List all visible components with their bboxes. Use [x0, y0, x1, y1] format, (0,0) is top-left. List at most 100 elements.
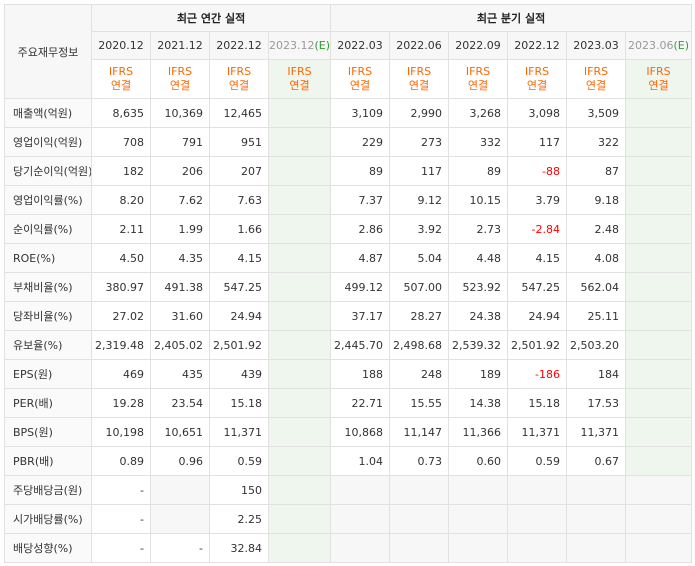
table-cell: 2,498.68 — [389, 330, 450, 360]
table-cell: 3,268 — [448, 98, 509, 128]
row-label: 배당성향(%) — [4, 533, 92, 563]
basis-scope: 연결 — [169, 79, 191, 92]
table-cell: 25.11 — [566, 301, 627, 331]
table-cell: - — [91, 475, 151, 505]
table-cell: 150 — [209, 475, 269, 505]
basis-scope: 연결 — [349, 79, 371, 92]
table-cell: 2,990 — [389, 98, 450, 128]
period-label: 2022.12 — [514, 39, 560, 52]
row-label: 영업이익(억원) — [4, 127, 92, 157]
table-cell: 22.71 — [330, 388, 391, 418]
table-cell: 0.60 — [448, 446, 509, 476]
table-cell — [625, 446, 693, 476]
table-cell: 4.48 — [448, 243, 509, 273]
basis-standard: IFRS — [287, 65, 312, 78]
table-cell: 117 — [389, 156, 450, 186]
table-cell: 15.55 — [389, 388, 450, 418]
table-row: 당기순이익(억원) 182 206 207 89 117 89 -88 87 — [4, 156, 693, 186]
table-cell: 14.38 — [448, 388, 509, 418]
table-cell: 11,147 — [389, 417, 450, 447]
table-cell — [267, 272, 332, 302]
table-row: 당좌비율(%) 27.02 31.60 24.94 37.17 28.27 24.38 24.… — [4, 301, 693, 331]
table-cell: - — [91, 504, 151, 534]
table-cell: 4.87 — [330, 243, 391, 273]
table-row: 영업이익(억원) 708 791 951 229 273 332 117 322 — [4, 127, 693, 157]
table-cell — [625, 272, 693, 302]
basis-scope: 연결 — [467, 79, 489, 92]
table-cell: -88 — [507, 156, 568, 186]
basis-scope: 연결 — [526, 79, 548, 92]
period-label: 2022.12 — [216, 39, 262, 52]
table-row: PER(배) 19.28 23.54 15.18 22.71 15.55 14.38 15.1… — [4, 388, 693, 418]
table-cell: 1.99 — [150, 214, 210, 244]
table-row: 주당배당금(원) - 150 — [4, 475, 693, 505]
accounting-basis-header: IFRS 연결 — [91, 59, 151, 99]
table-row: 시가배당률(%) - 2.25 — [4, 504, 693, 534]
table-cell: 15.18 — [209, 388, 269, 418]
table-row: 영업이익률(%) 8.20 7.62 7.63 7.37 9.12 10.15 3.79 9.1… — [4, 185, 693, 215]
accounting-basis-header: IFRS 연결 — [209, 59, 269, 99]
quarter-period-header: 2022.09 — [448, 31, 509, 60]
period-label: 2022.03 — [337, 39, 383, 52]
table-cell: 491.38 — [150, 272, 210, 302]
table-cell — [625, 388, 693, 418]
table-cell: 229 — [330, 127, 391, 157]
table-cell: 7.37 — [330, 185, 391, 215]
table-cell: 332 — [448, 127, 509, 157]
table-cell — [267, 301, 332, 331]
quarter-period-header: 2023.06(E) — [625, 31, 693, 60]
table-cell — [566, 475, 627, 505]
period-label: 2023.03 — [573, 39, 619, 52]
table-cell: 3,109 — [330, 98, 391, 128]
table-cell: 5.04 — [389, 243, 450, 273]
table-cell: 27.02 — [91, 301, 151, 331]
table-cell — [267, 243, 332, 273]
table-row: 매출액(억원) 8,635 10,369 12,465 3,109 2,990 3,268 3… — [4, 98, 693, 128]
table-cell — [625, 417, 693, 447]
table-cell: 0.59 — [209, 446, 269, 476]
table-cell: 182 — [91, 156, 151, 186]
table-cell — [625, 127, 693, 157]
table-cell: 0.67 — [566, 446, 627, 476]
annual-period-header: 2020.12 — [91, 31, 151, 60]
table-cell — [625, 98, 693, 128]
table-cell — [267, 127, 332, 157]
table-cell: 547.25 — [209, 272, 269, 302]
table-cell — [625, 156, 693, 186]
table-row: 부채비율(%) 380.97 491.38 547.25 499.12 507.00 523… — [4, 272, 693, 302]
table-cell: 28.27 — [389, 301, 450, 331]
basis-scope: 연결 — [585, 79, 607, 92]
row-label: PBR(배) — [4, 446, 92, 476]
table-cell: 435 — [150, 359, 210, 389]
table-cell — [267, 214, 332, 244]
table-cell: 951 — [209, 127, 269, 157]
table-cell: 89 — [448, 156, 509, 186]
table-row: ROE(%) 4.50 4.35 4.15 4.87 5.04 4.48 4.15 4.08 — [4, 243, 693, 273]
table-cell: 11,371 — [507, 417, 568, 447]
table-cell: 117 — [507, 127, 568, 157]
row-label-header: 주요재무정보 — [4, 4, 92, 99]
annual-period-header: 2023.12(E) — [267, 31, 332, 60]
table-cell — [625, 185, 693, 215]
table-row: BPS(원) 10,198 10,651 11,371 10,868 11,147 11,3… — [4, 417, 693, 447]
quarter-period-header: 2022.12 — [507, 31, 568, 60]
table-cell — [267, 359, 332, 389]
table-cell: 2,319.48 — [91, 330, 151, 360]
table-cell — [625, 475, 693, 505]
period-label: 2022.06 — [396, 39, 442, 52]
table-cell: 24.94 — [209, 301, 269, 331]
table-cell: 7.62 — [150, 185, 210, 215]
table-cell: 469 — [91, 359, 151, 389]
table-cell — [625, 243, 693, 273]
table-cell: 11,371 — [209, 417, 269, 447]
accounting-basis-header: IFRS 연결 — [150, 59, 210, 99]
basis-scope: 연결 — [289, 79, 310, 92]
table-row: PBR(배) 0.89 0.96 0.59 1.04 0.73 0.60 0.59 0.67 — [4, 446, 693, 476]
table-cell: 2,405.02 — [150, 330, 210, 360]
table-cell: 11,366 — [448, 417, 509, 447]
table-cell: 1.04 — [330, 446, 391, 476]
table-cell: 10.15 — [448, 185, 509, 215]
table-cell — [267, 417, 332, 447]
table-cell: 206 — [150, 156, 210, 186]
table-cell — [267, 504, 332, 534]
